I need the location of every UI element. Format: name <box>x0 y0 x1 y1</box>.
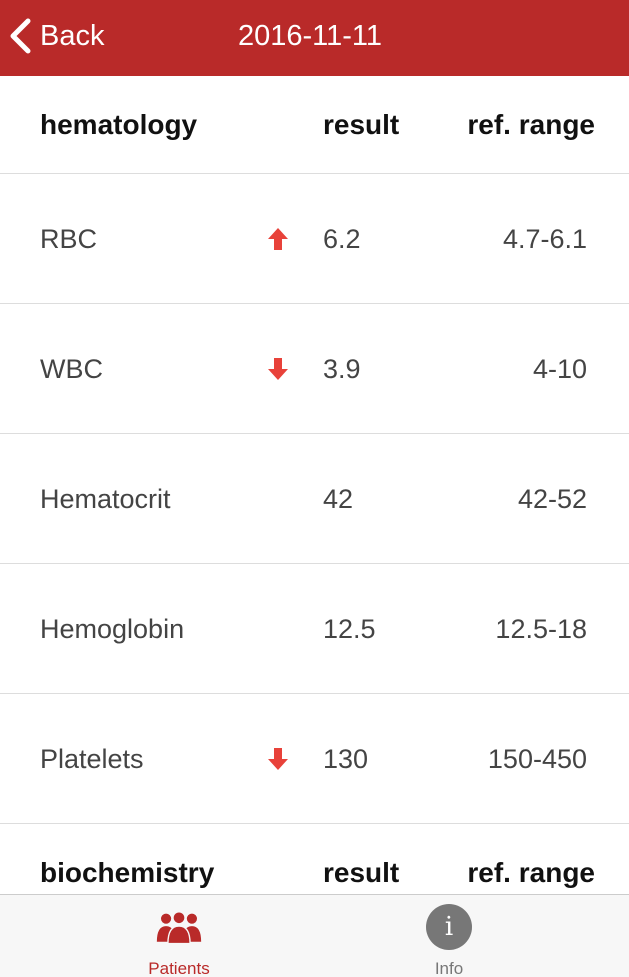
arrow-down-icon <box>268 748 288 770</box>
range-column-header: ref. range <box>467 857 595 888</box>
result-column-header: result <box>323 109 400 140</box>
test-name: WBC <box>40 354 103 384</box>
test-result: 6.2 <box>323 224 361 254</box>
tab-bar: Patients i Info <box>0 894 629 977</box>
test-range: 42-52 <box>517 484 587 514</box>
test-range: 12.5-18 <box>495 614 587 644</box>
section-title: biochemistry <box>40 857 215 888</box>
table-row[interactable]: Hemoglobin 12.5 12.5-18 <box>0 564 629 694</box>
flag-cell <box>264 174 292 304</box>
tab-label: Patients <box>148 959 210 977</box>
flag-cell <box>264 694 292 824</box>
section-title: hematology <box>40 109 198 140</box>
table-row[interactable]: WBC 3.9 4-10 <box>0 304 629 434</box>
test-name: Hematocrit <box>40 484 171 514</box>
table-row[interactable]: Platelets 130 150-450 <box>0 694 629 824</box>
section-header-biochemistry: biochemistry result ref. range <box>0 824 629 894</box>
test-range: 4.7-6.1 <box>502 224 587 254</box>
table-row[interactable]: RBC 6.2 4.7-6.1 <box>0 174 629 304</box>
range-column-header: ref. range <box>467 109 595 140</box>
test-name: Hemoglobin <box>40 614 185 644</box>
tab-patients[interactable]: Patients <box>79 895 279 977</box>
arrow-down-icon <box>268 358 288 380</box>
test-range: 4-10 <box>532 354 587 384</box>
test-result: 12.5 <box>323 614 376 644</box>
results-list[interactable]: hematology result ref. range RBC 6.2 4.7… <box>0 76 629 894</box>
section-header-hematology: hematology result ref. range <box>0 76 629 174</box>
back-label: Back <box>40 19 105 52</box>
people-icon <box>155 904 203 950</box>
arrow-up-icon <box>268 228 288 250</box>
test-result: 42 <box>323 484 354 514</box>
tab-info[interactable]: i Info <box>349 895 549 977</box>
chevron-left-icon <box>10 18 31 54</box>
info-icon: i <box>425 904 473 950</box>
back-button[interactable]: Back <box>0 0 140 76</box>
test-name: RBC <box>40 224 98 254</box>
test-range: 150-450 <box>487 744 587 774</box>
test-result: 3.9 <box>323 354 361 384</box>
result-column-header: result <box>323 857 400 888</box>
tab-label: Info <box>434 959 464 977</box>
app-header: Back 2016-11-11 <box>0 0 629 76</box>
table-row[interactable]: Hematocrit 42 42-52 <box>0 434 629 564</box>
flag-cell <box>264 304 292 434</box>
page-title: 2016-11-11 <box>238 20 383 52</box>
test-result: 130 <box>323 744 369 774</box>
test-name: Platelets <box>40 744 144 774</box>
